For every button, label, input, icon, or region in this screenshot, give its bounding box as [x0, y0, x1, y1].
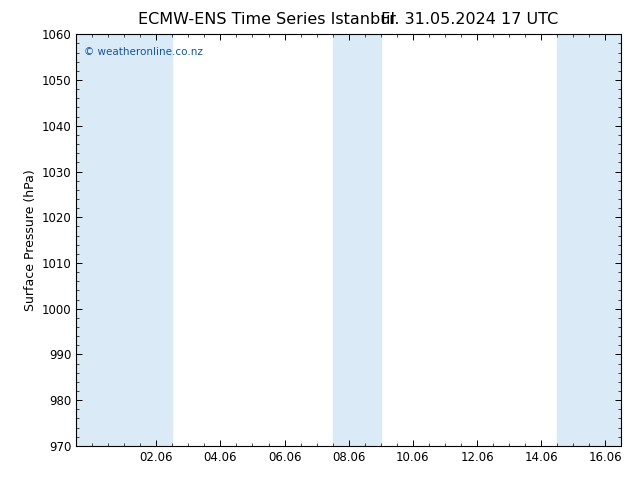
- Bar: [333, 34, 381, 446]
- Bar: [557, 34, 621, 446]
- Y-axis label: Surface Pressure (hPa): Surface Pressure (hPa): [24, 169, 37, 311]
- Bar: [76, 34, 172, 446]
- Text: ECMW-ENS Time Series Istanbul: ECMW-ENS Time Series Istanbul: [138, 12, 395, 27]
- Text: © weatheronline.co.nz: © weatheronline.co.nz: [84, 47, 203, 57]
- Text: Fr. 31.05.2024 17 UTC: Fr. 31.05.2024 17 UTC: [380, 12, 558, 27]
